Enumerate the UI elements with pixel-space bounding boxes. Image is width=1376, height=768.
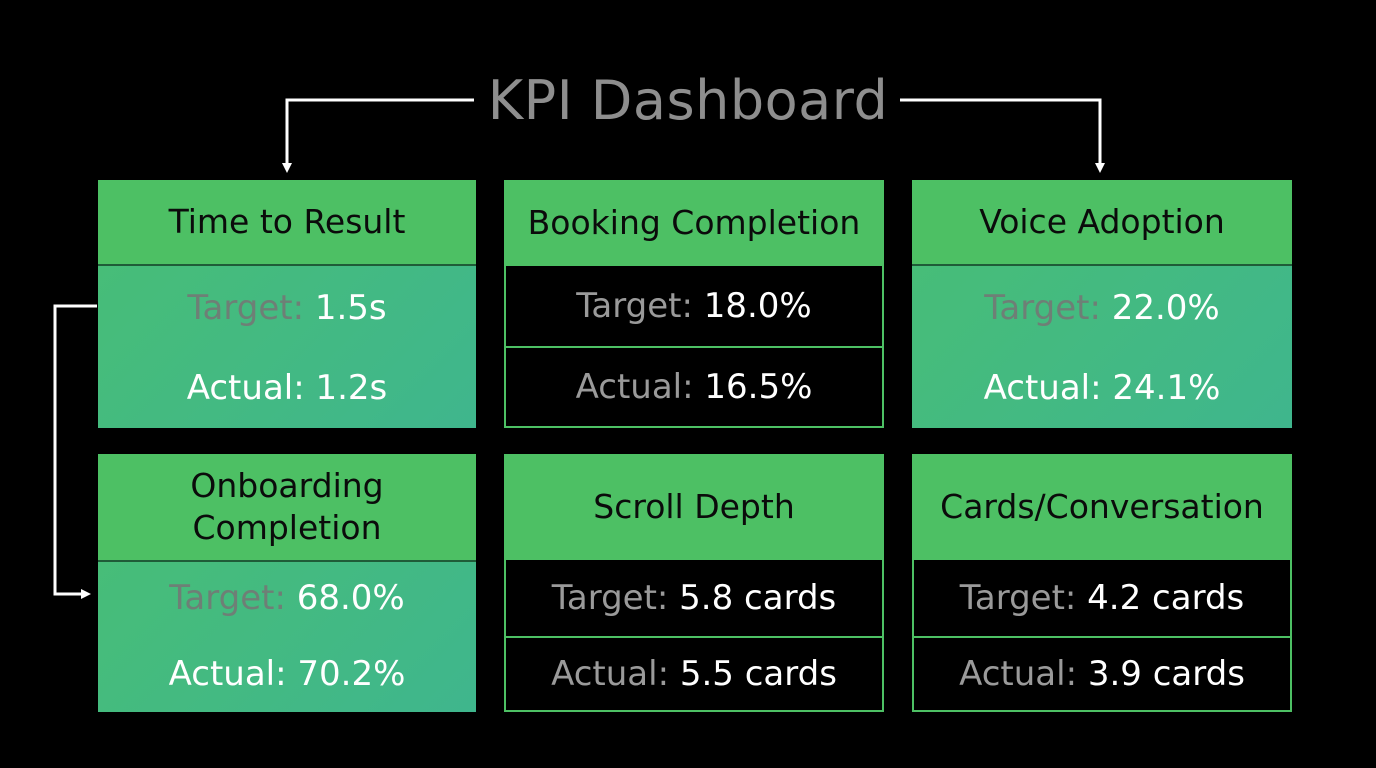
target-row: Target: 18.0% — [504, 264, 884, 348]
kpi-card-time-to-result: Time to Result Target: 1.5s Actual: 1.2s — [98, 180, 476, 428]
actual-value: 70.2% — [297, 654, 406, 694]
actual-value: 24.1% — [1112, 368, 1221, 408]
target-row: Target: 4.2 cards — [912, 558, 1292, 638]
actual-label: Actual: — [551, 654, 680, 694]
actual-row: Actual: 5.5 cards — [504, 636, 884, 712]
card-title: Scroll Depth — [593, 487, 795, 526]
target-value: 5.8 cards — [679, 578, 837, 618]
actual-label: Actual: — [575, 367, 705, 407]
actual-value: 3.9 cards — [1087, 654, 1245, 694]
card-title: Booking Completion — [527, 203, 861, 242]
card-body: Target: 68.0% Actual: 70.2% — [98, 560, 476, 712]
actual-row: Actual: 70.2% — [98, 652, 476, 696]
actual-value: 5.5 cards — [679, 654, 837, 694]
target-value: 4.2 cards — [1087, 578, 1245, 618]
target-label: Target: — [187, 288, 315, 328]
card-title: Cards/Conversation — [940, 487, 1264, 526]
card-header: Onboarding Completion — [98, 454, 476, 560]
target-value: 18.0% — [703, 286, 812, 326]
target-row: Target: 68.0% — [98, 576, 476, 620]
target-label: Target: — [984, 288, 1112, 328]
card-header: Cards/Conversation — [912, 454, 1292, 560]
card-title-line-2: Completion — [192, 508, 382, 547]
kpi-card-onboarding-completion: Onboarding Completion Target: 68.0% Actu… — [98, 454, 476, 712]
actual-row: Actual: 1.2s — [98, 366, 476, 410]
card-body: Target: 22.0% Actual: 24.1% — [912, 264, 1292, 428]
card-title: Time to Result — [168, 202, 406, 241]
kpi-card-voice-adoption: Voice Adoption Target: 22.0% Actual: 24.… — [912, 180, 1292, 428]
actual-row: Actual: 24.1% — [912, 366, 1292, 410]
actual-row: Actual: 16.5% — [504, 346, 884, 428]
actual-label: Actual: — [168, 654, 298, 694]
actual-value: 16.5% — [704, 367, 813, 407]
actual-label: Actual: — [959, 654, 1088, 694]
target-value: 68.0% — [296, 578, 405, 618]
card-header: Time to Result — [98, 180, 476, 264]
card-title: Voice Adoption — [979, 202, 1225, 241]
card-header: Booking Completion — [504, 180, 884, 266]
arrow-time-to-result-to-onboarding — [53, 304, 97, 599]
actual-label: Actual: — [186, 368, 316, 408]
card-body: Target: 1.5s Actual: 1.2s — [98, 264, 476, 428]
kpi-card-booking-completion: Booking Completion Target: 18.0% Actual:… — [504, 180, 884, 428]
target-label: Target: — [169, 578, 297, 618]
kpi-card-cards-per-conversation: Cards/Conversation Target: 4.2 cards Act… — [912, 454, 1292, 712]
card-header: Voice Adoption — [912, 180, 1292, 264]
target-row: Target: 5.8 cards — [504, 558, 884, 638]
actual-value: 1.2s — [315, 368, 388, 408]
dashboard-title: KPI Dashboard — [487, 69, 889, 132]
kpi-card-scroll-depth: Scroll Depth Target: 5.8 cards Actual: 5… — [504, 454, 884, 712]
target-label: Target: — [551, 578, 680, 618]
target-row: Target: 22.0% — [912, 286, 1292, 330]
actual-label: Actual: — [983, 368, 1113, 408]
target-label: Target: — [959, 578, 1088, 618]
target-value: 1.5s — [314, 288, 387, 328]
card-title-line-1: Onboarding — [190, 466, 384, 505]
target-row: Target: 1.5s — [98, 286, 476, 330]
card-header: Scroll Depth — [504, 454, 884, 560]
target-label: Target: — [576, 286, 704, 326]
target-value: 22.0% — [1111, 288, 1220, 328]
actual-row: Actual: 3.9 cards — [912, 636, 1292, 712]
